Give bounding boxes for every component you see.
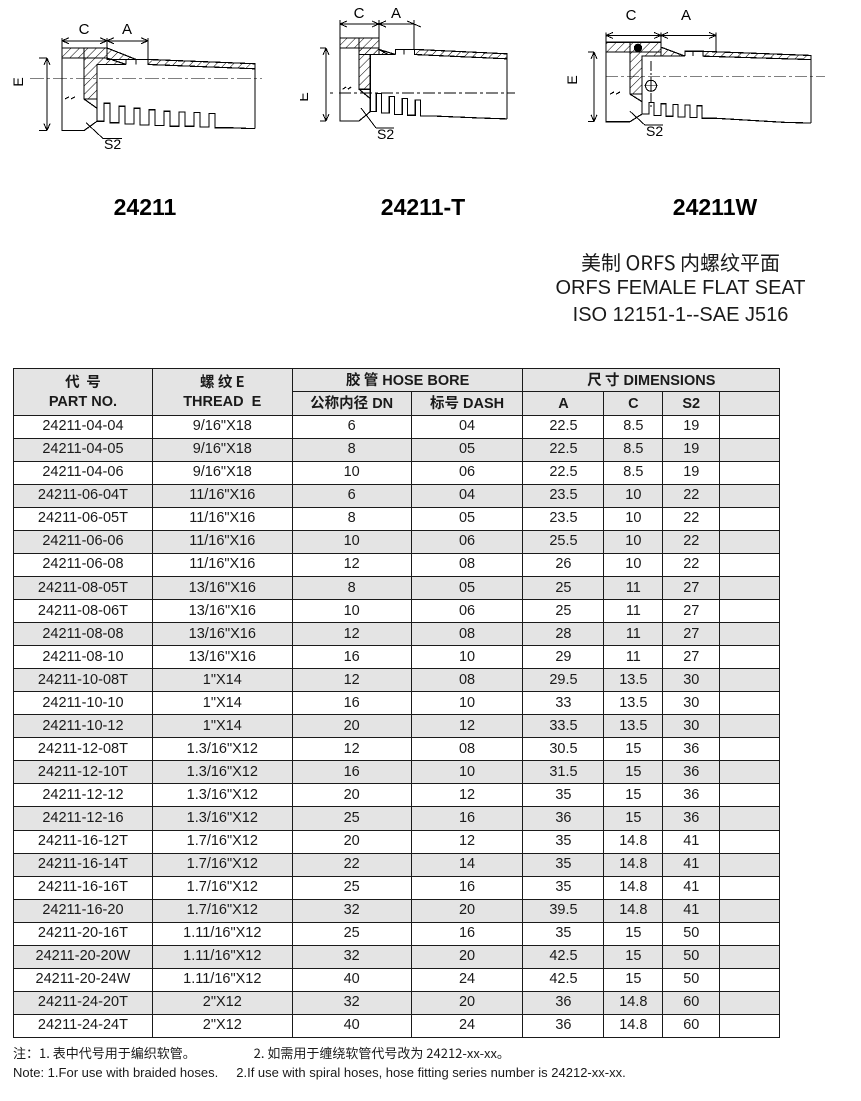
svg-text:E: E bbox=[565, 75, 580, 84]
svg-text:A: A bbox=[681, 7, 691, 24]
svg-text:A: A bbox=[391, 5, 401, 22]
svg-text:24211-T: 24211-T bbox=[381, 194, 465, 220]
svg-text:S2: S2 bbox=[646, 123, 663, 139]
svg-text:C: C bbox=[626, 7, 637, 24]
svg-text:E: E bbox=[300, 92, 311, 101]
svg-text:S2: S2 bbox=[104, 136, 121, 152]
svg-text:C: C bbox=[79, 21, 90, 38]
svg-text:A: A bbox=[122, 21, 132, 38]
svg-text:24211: 24211 bbox=[114, 194, 177, 220]
svg-text:E: E bbox=[10, 77, 26, 86]
svg-text:C: C bbox=[354, 5, 365, 22]
svg-text:24211W: 24211W bbox=[673, 194, 758, 220]
svg-text:S2: S2 bbox=[377, 126, 394, 142]
